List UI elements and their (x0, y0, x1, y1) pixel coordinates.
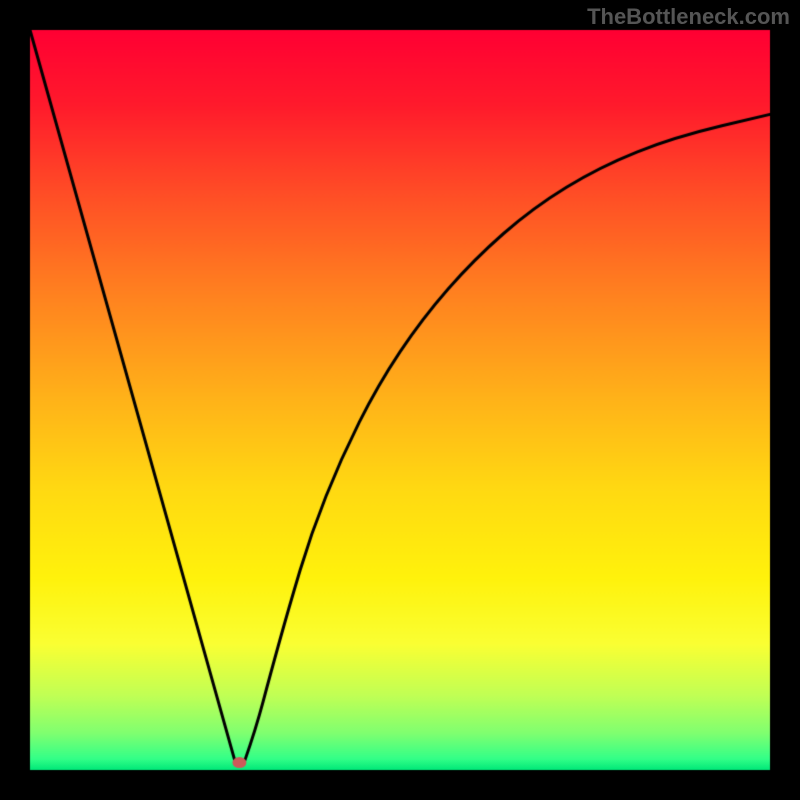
bottleneck-chart-canvas (0, 0, 800, 800)
watermark-text: TheBottleneck.com (587, 4, 790, 30)
chart-container: TheBottleneck.com (0, 0, 800, 800)
